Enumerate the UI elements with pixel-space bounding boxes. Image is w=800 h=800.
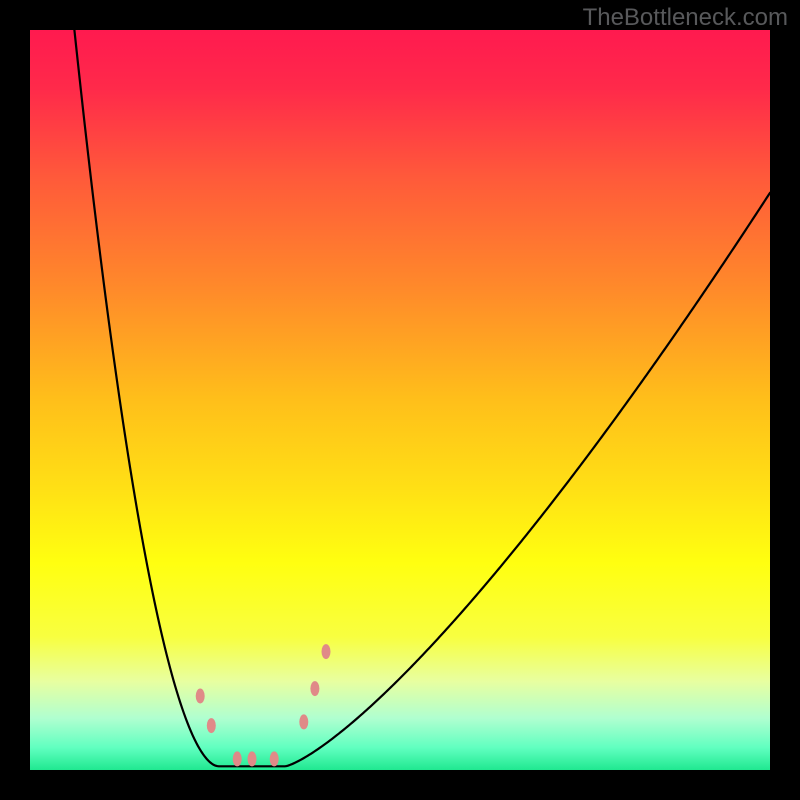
gradient-background (30, 30, 770, 770)
canvas: TheBottleneck.com (0, 0, 800, 800)
marker-dot (196, 689, 205, 704)
marker-dot (270, 751, 279, 766)
plot-area (30, 30, 770, 770)
marker-dot (310, 681, 319, 696)
marker-dot (233, 751, 242, 766)
watermark-text: TheBottleneck.com (583, 4, 788, 32)
marker-dot (207, 718, 216, 733)
plot-svg (30, 30, 770, 770)
marker-dot (299, 714, 308, 729)
marker-dot (322, 644, 331, 659)
marker-dot (248, 751, 257, 766)
